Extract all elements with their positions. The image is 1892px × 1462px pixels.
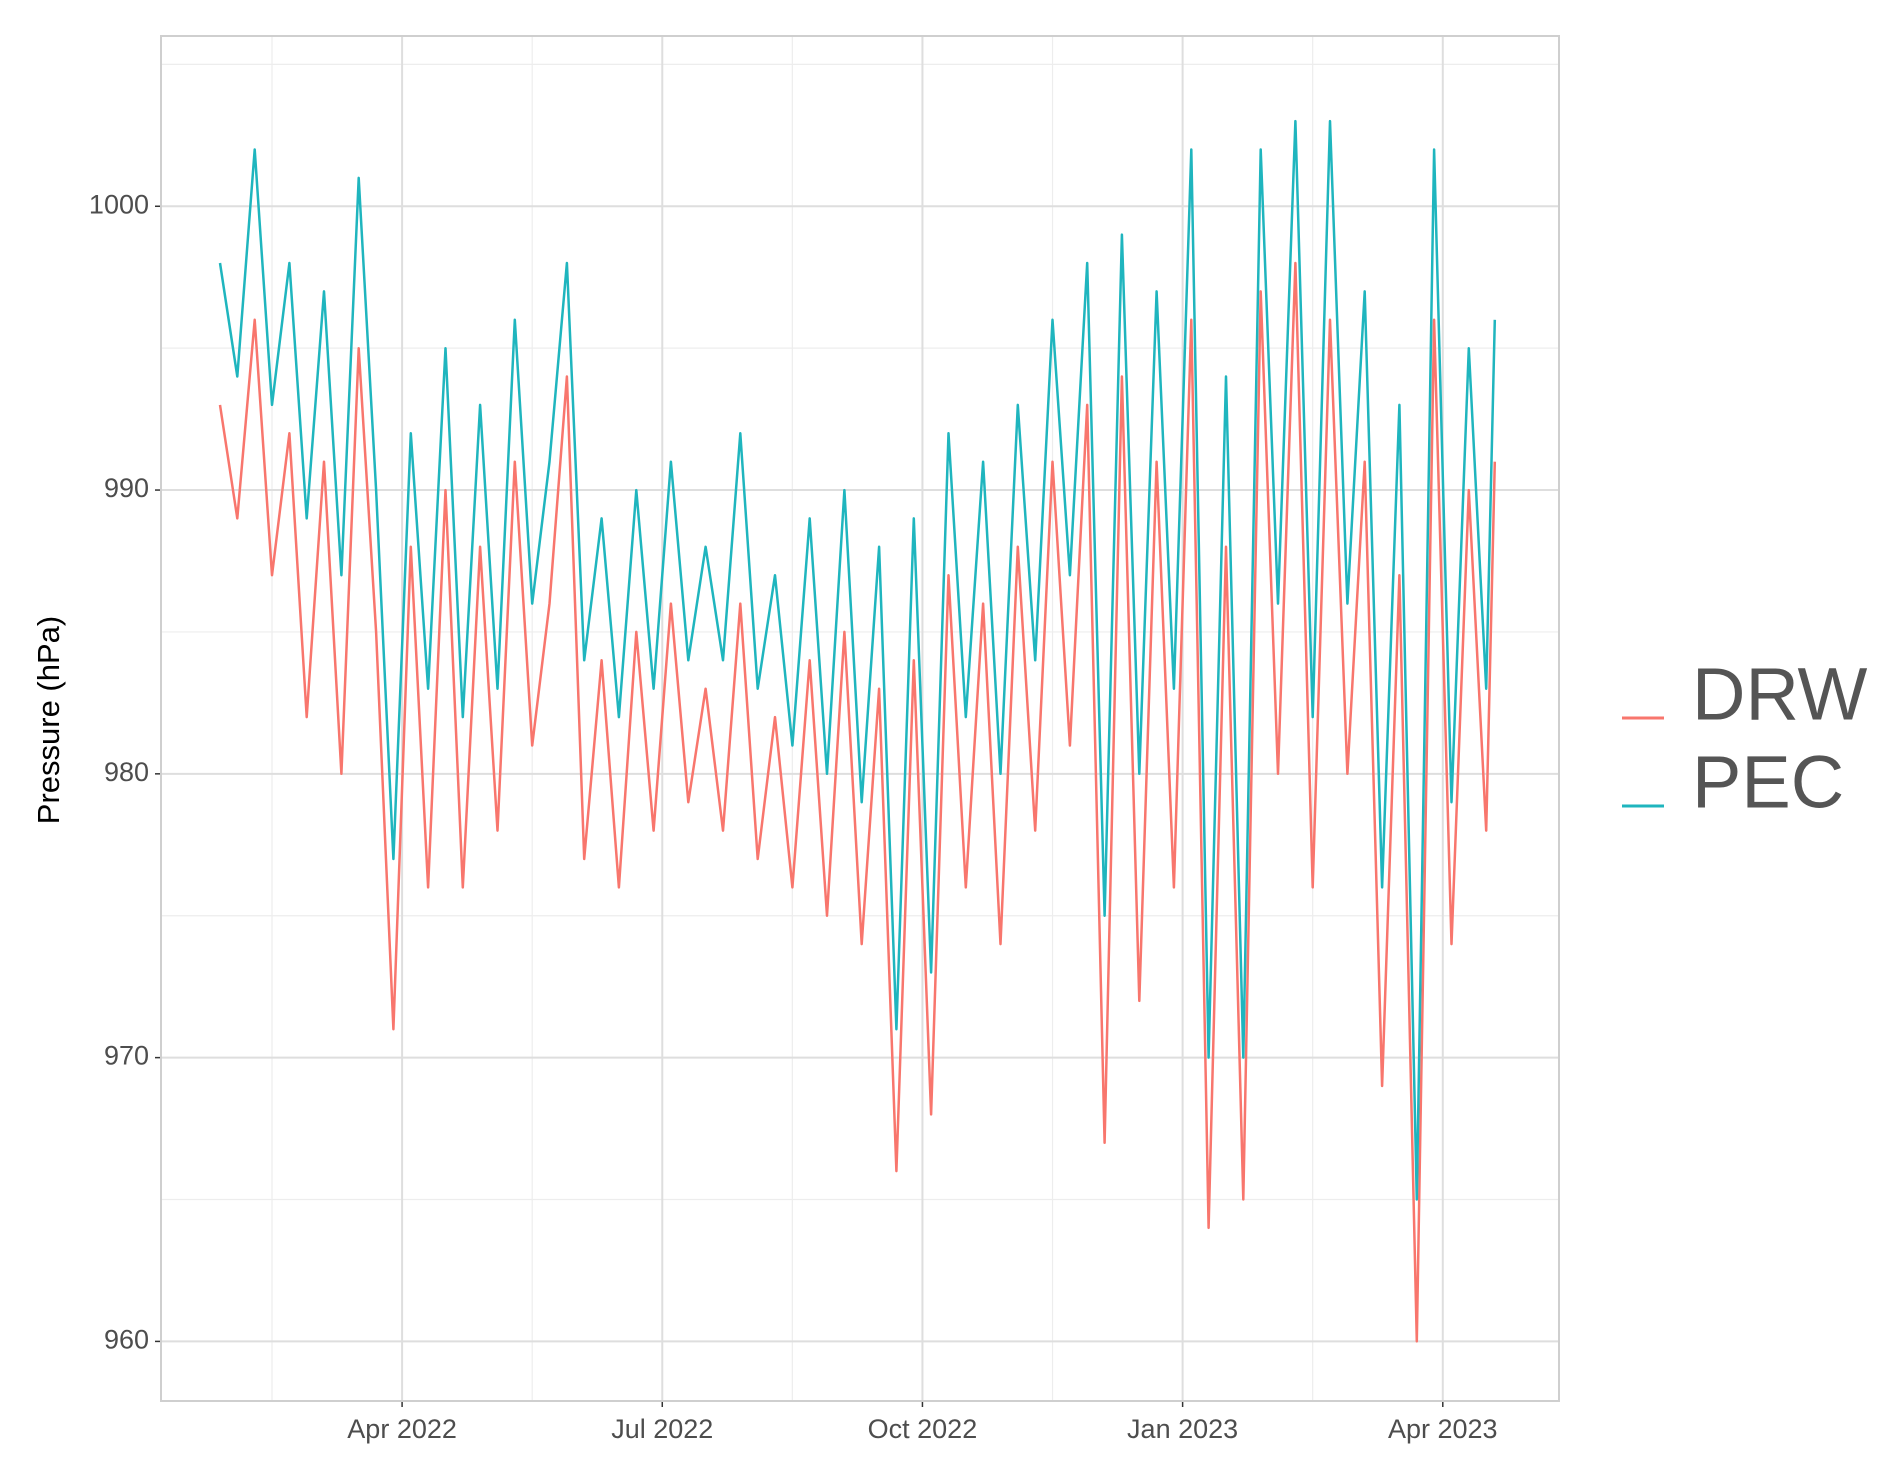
y-tick-label: 1000 bbox=[89, 189, 149, 219]
line-series bbox=[218, 119, 1497, 1201]
x-tick-label: Apr 2023 bbox=[1388, 1414, 1498, 1444]
y-tick-label: 980 bbox=[104, 757, 149, 787]
y-tick-label: 990 bbox=[104, 473, 149, 503]
y-axis-title: Pressure (hPa) bbox=[31, 616, 66, 824]
x-tick-label: Oct 2022 bbox=[868, 1414, 978, 1444]
legend-label: PEC bbox=[1692, 741, 1844, 824]
x-tick-label: Jul 2022 bbox=[611, 1414, 713, 1444]
y-tick-label: 970 bbox=[104, 1041, 149, 1071]
y-tick-label: 960 bbox=[104, 1325, 149, 1355]
x-tick-label: Jan 2023 bbox=[1127, 1414, 1238, 1444]
line-series bbox=[218, 261, 1497, 1343]
legend-label: DRW bbox=[1692, 653, 1868, 736]
panel-border bbox=[160, 35, 1560, 1402]
x-tick-label: Apr 2022 bbox=[347, 1414, 457, 1444]
